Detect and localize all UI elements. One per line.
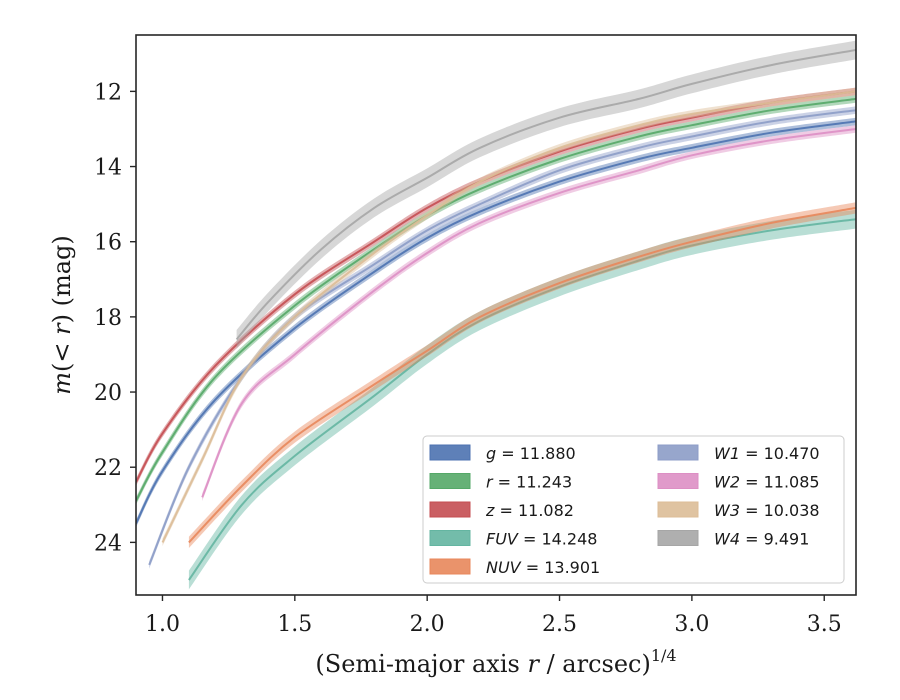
legend-swatch-w4: [657, 530, 699, 546]
x-axis: 1.0 1.5 2.0 2.5 3.0 3.5: [145, 595, 842, 637]
x-axis-title-var: r: [527, 650, 540, 678]
y-tick-label: 22: [94, 456, 122, 481]
legend-swatch-nuv: [429, 558, 471, 575]
series-line-fuv: [188, 218, 856, 581]
legend-label-w1: W1 = 10.470: [714, 444, 820, 463]
legend-swatch-r: [429, 473, 471, 489]
legend-label-nuv: NUV = 13.901: [486, 558, 600, 577]
x-axis-title-sup: 1/4: [651, 646, 677, 665]
x-tick-label: 3.5: [807, 612, 842, 637]
legend-swatch-z: [429, 501, 471, 518]
legend-label-w3: W3 = 10.038: [714, 501, 820, 520]
legend-label-z: z = 11.082: [485, 501, 574, 520]
series-line-w4: [235, 49, 856, 341]
legend-label-w2: W2 = 11.085: [714, 473, 820, 492]
legend-label-g: g = 11.880: [486, 444, 576, 463]
legend-swatch-w3: [657, 501, 699, 518]
y-tick-label: 24: [94, 531, 122, 556]
x-tick-label: 2.5: [542, 612, 577, 637]
x-axis-title-post: / arcsec): [539, 650, 651, 678]
series-line-w2: [201, 128, 856, 498]
band-w2: [202, 125, 856, 501]
x-tick-label: 2.0: [410, 612, 445, 637]
y-tick-label: 14: [94, 156, 122, 181]
x-tick-label: 1.0: [145, 612, 180, 637]
legend-label-fuv: FUV = 14.248: [486, 530, 597, 549]
legend: g = 11.880 r = 11.243 z = 11.082 FUV = 14.2…: [422, 435, 845, 584]
y-axis: 12 14 16 18 20 22 24: [94, 80, 136, 556]
y-tick-label: 12: [94, 80, 122, 105]
series-line-g: [136, 120, 856, 525]
y-tick-label: 18: [94, 306, 122, 331]
x-tick-label: 3.0: [674, 612, 709, 637]
x-axis-title-pre: (Semi-major axis: [315, 650, 527, 678]
series-line-w1: [148, 109, 856, 566]
series-line-r: [136, 97, 856, 502]
plot-frame: [135, 34, 857, 596]
y-axis-title: m(< r) (mag): [48, 235, 76, 395]
legend-swatch-fuv: [429, 530, 471, 546]
y-tick-label: 16: [94, 231, 122, 256]
x-axis-title: (Semi-major axis r / arcsec)1/4: [315, 646, 676, 678]
x-tick-label: 1.5: [277, 612, 312, 637]
legend-swatch-w1: [657, 444, 699, 461]
series-line-z: [136, 90, 856, 483]
legend-swatch-w2: [657, 473, 699, 489]
series-line-nuv: [188, 206, 856, 544]
legend-label-r: r = 11.243: [486, 473, 572, 492]
series-line-w3: [161, 90, 856, 543]
y-tick-label: 20: [94, 381, 122, 406]
series-layer: [136, 40, 856, 590]
legend-frame: [422, 435, 845, 584]
legend-swatch-g: [429, 444, 471, 461]
legend-label-w4: W4 = 9.491: [714, 530, 809, 549]
